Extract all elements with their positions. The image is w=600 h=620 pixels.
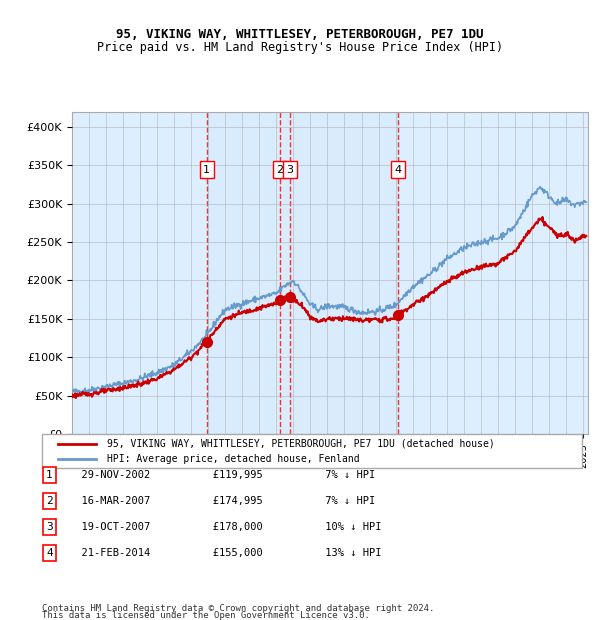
FancyBboxPatch shape [43, 493, 56, 509]
Text: HPI: Average price, detached house, Fenland: HPI: Average price, detached house, Fenl… [107, 454, 359, 464]
Text: Price paid vs. HM Land Registry's House Price Index (HPI): Price paid vs. HM Land Registry's House … [97, 42, 503, 54]
Text: 2: 2 [46, 496, 53, 506]
Text: 21-FEB-2014          £155,000          13% ↓ HPI: 21-FEB-2014 £155,000 13% ↓ HPI [69, 548, 382, 558]
FancyBboxPatch shape [42, 434, 582, 468]
Text: 4: 4 [46, 548, 53, 558]
Text: 2: 2 [277, 165, 283, 175]
Text: 95, VIKING WAY, WHITTLESEY, PETERBOROUGH, PE7 1DU (detached house): 95, VIKING WAY, WHITTLESEY, PETERBOROUGH… [107, 438, 494, 448]
Bar [207, 112, 398, 434]
FancyBboxPatch shape [43, 467, 56, 483]
Text: 29-NOV-2002          £119,995          7% ↓ HPI: 29-NOV-2002 £119,995 7% ↓ HPI [69, 470, 375, 480]
FancyBboxPatch shape [43, 519, 56, 535]
Text: 19-OCT-2007          £178,000          10% ↓ HPI: 19-OCT-2007 £178,000 10% ↓ HPI [69, 522, 382, 532]
Text: 3: 3 [286, 165, 293, 175]
Text: 16-MAR-2007          £174,995          7% ↓ HPI: 16-MAR-2007 £174,995 7% ↓ HPI [69, 496, 375, 506]
Text: This data is licensed under the Open Government Licence v3.0.: This data is licensed under the Open Gov… [42, 611, 370, 620]
Text: 95, VIKING WAY, WHITTLESEY, PETERBOROUGH, PE7 1DU: 95, VIKING WAY, WHITTLESEY, PETERBOROUGH… [116, 28, 484, 40]
Text: 1: 1 [203, 165, 210, 175]
Text: 3: 3 [46, 522, 53, 532]
FancyBboxPatch shape [43, 545, 56, 561]
Text: 1: 1 [46, 470, 53, 480]
Text: 4: 4 [394, 165, 401, 175]
Text: Contains HM Land Registry data © Crown copyright and database right 2024.: Contains HM Land Registry data © Crown c… [42, 604, 434, 613]
